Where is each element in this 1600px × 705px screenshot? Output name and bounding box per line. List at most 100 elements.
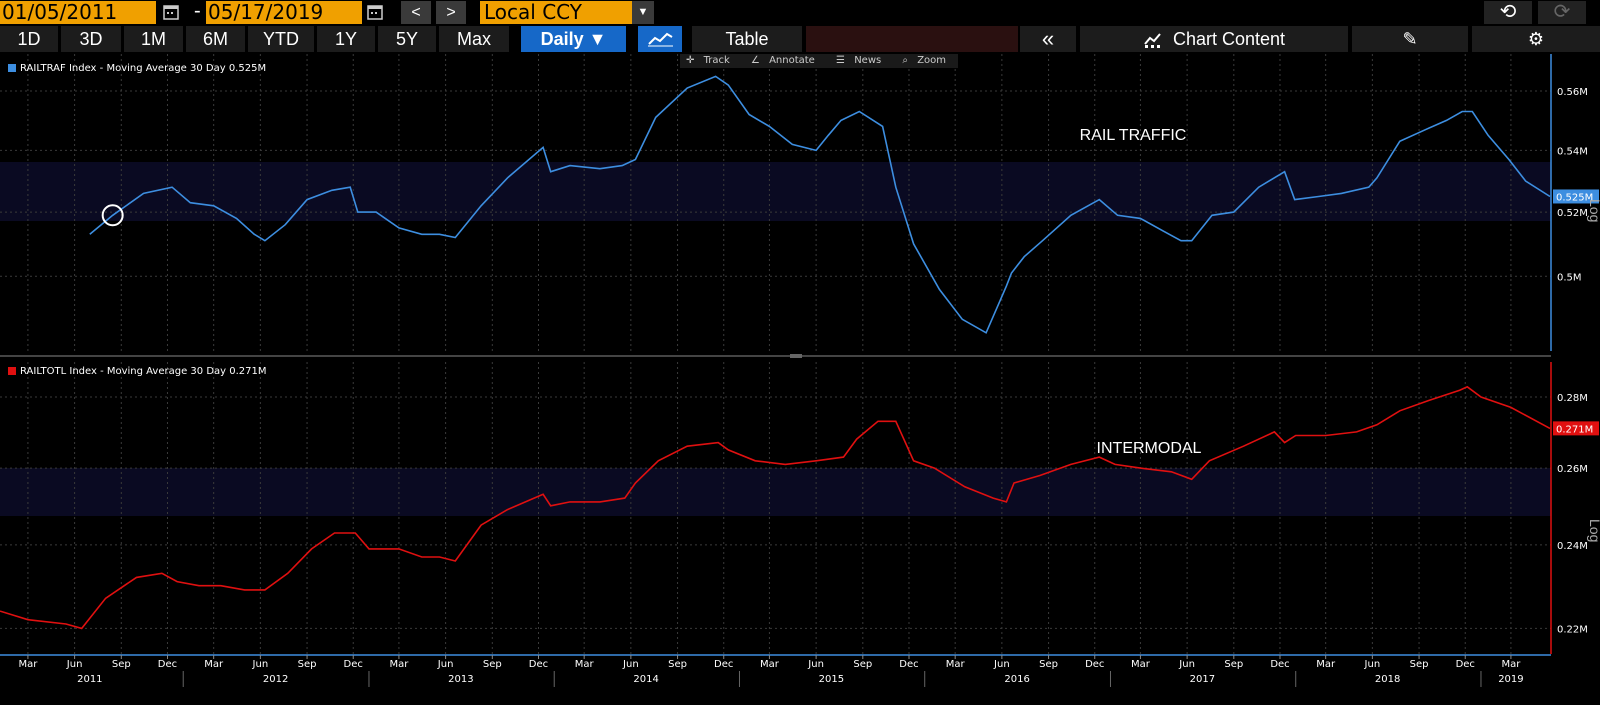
line-chart-icon[interactable] — [638, 26, 682, 52]
x-month-label: Jun — [1178, 659, 1195, 670]
x-month-label: Sep — [1039, 659, 1058, 670]
y-tick-label: 0.56M — [1557, 87, 1588, 98]
x-year-label: 2012 — [263, 674, 288, 685]
chart-toolbar: 1D 3D 1M 6M YTD 1Y 5Y Max Daily ▼ Table … — [0, 26, 1600, 53]
x-month-label: Dec — [714, 659, 733, 670]
annotate-tool[interactable]: ∠ Annotate — [750, 55, 815, 66]
track-tool[interactable]: ✛ Track — [686, 55, 730, 66]
undo-icon[interactable]: ⟲ — [1484, 1, 1532, 24]
series-line — [0, 385, 1551, 630]
x-year-label: 2019 — [1498, 674, 1523, 685]
settings-gear-icon[interactable]: ⚙ — [1472, 26, 1600, 52]
x-month-label: Jun — [807, 659, 824, 670]
bottom-legend: RAILTOTL Index - Moving Average 30 Day 0… — [8, 366, 267, 377]
last-value-tag — [1553, 421, 1599, 436]
x-month-label: Jun — [252, 659, 269, 670]
end-date-field[interactable]: 05/17/2019 — [206, 1, 362, 24]
start-date-field[interactable]: 01/05/2011 — [0, 1, 156, 24]
axis-mode-label: Log — [1587, 519, 1600, 542]
chart-content-icon — [1144, 33, 1161, 48]
x-month-label: Dec — [1085, 659, 1104, 670]
table-button[interactable]: Table — [692, 26, 802, 52]
x-month-label: Mar — [18, 659, 38, 670]
chart-svg[interactable]: 0.5M 0.52M 0.54M 0.56M 0.525M RAIL TRAFFIC Log… — [0, 54, 1600, 705]
calendar-icon[interactable] — [162, 3, 180, 21]
x-month-label: Sep — [483, 659, 502, 670]
series-annotation: INTERMODAL — [1097, 440, 1202, 457]
range-button-6m[interactable]: 6M — [186, 26, 245, 52]
x-year-label: 2014 — [633, 674, 658, 685]
x-month-label: Mar — [1501, 659, 1521, 670]
edit-icon[interactable]: ✎ — [1352, 26, 1468, 52]
x-month-label: Jun — [622, 659, 639, 670]
range-button-1y[interactable]: 1Y — [317, 26, 375, 52]
x-year-label: 2011 — [77, 674, 102, 685]
currency-select[interactable]: Local CCY — [480, 1, 632, 24]
x-month-label: Sep — [668, 659, 687, 670]
range-button-ytd[interactable]: YTD — [248, 26, 314, 52]
x-month-label: Dec — [899, 659, 918, 670]
x-month-label: Dec — [529, 659, 548, 670]
series-line — [89, 75, 1551, 334]
frequency-dropdown[interactable]: Daily ▼ — [521, 26, 626, 52]
x-month-label: Mar — [946, 659, 966, 670]
x-month-label: Sep — [1224, 659, 1243, 670]
range-button-1m[interactable]: 1M — [124, 26, 183, 52]
top-legend: RAILTRAF Index - Moving Average 30 Day 0… — [8, 63, 266, 74]
chart-content-label: Chart Content — [1172, 29, 1286, 49]
tracker-circle — [101, 204, 124, 227]
y-tick-label: 0.52M — [1557, 208, 1588, 219]
y-tick-label: 0.26M — [1557, 464, 1588, 475]
series-annotation: RAIL TRAFFIC — [1080, 127, 1187, 144]
legend-swatch-railtraf — [8, 64, 16, 72]
chart-area[interactable]: 0.5M 0.52M 0.54M 0.56M 0.525M RAIL TRAFFIC Log… — [0, 54, 1600, 705]
x-month-label: Sep — [112, 659, 131, 670]
chart-background — [0, 54, 1600, 705]
x-year-label: 2016 — [1004, 674, 1029, 685]
x-month-label: Mar — [575, 659, 595, 670]
range-button-5y[interactable]: 5Y — [378, 26, 436, 52]
next-period-button[interactable]: > — [436, 1, 466, 24]
news-tool[interactable]: ☰ News — [836, 55, 882, 66]
x-month-label: Mar — [389, 659, 409, 670]
last-value-tag — [1553, 189, 1599, 204]
highlight-band — [0, 468, 1551, 516]
x-month-label: Mar — [760, 659, 780, 670]
x-month-label: Sep — [298, 659, 317, 670]
y-tick-label: 0.5M — [1557, 272, 1582, 283]
x-month-label: Sep — [853, 659, 872, 670]
x-month-label: Mar — [204, 659, 224, 670]
zoom-tool-label: Zoom — [917, 55, 947, 66]
chart-content-button[interactable]: Chart Content — [1080, 26, 1348, 52]
range-button-max[interactable]: Max — [439, 26, 509, 52]
chevron-down-icon[interactable]: ▼ — [632, 1, 654, 24]
y-tick-label: 0.22M — [1557, 624, 1588, 635]
legend-swatch-railtotl — [8, 367, 16, 375]
x-month-label: Jun — [993, 659, 1010, 670]
x-month-label: Dec — [1270, 659, 1289, 670]
zoom-tool[interactable]: ⌕ Zoom — [902, 55, 947, 66]
panel-splitter-handle — [790, 354, 802, 358]
legend-label-railtotl: RAILTOTL Index - Moving Average 30 Day 0… — [20, 366, 267, 377]
chart-tools-strip: ✛ Track ∠ Annotate ☰ News ⌕ Zoom — [680, 54, 959, 68]
x-month-label: Mar — [1316, 659, 1336, 670]
toolbar-spacer — [806, 26, 1018, 52]
y-tick-label: 0.24M — [1557, 541, 1588, 552]
news-tool-label: News — [854, 55, 882, 66]
redo-icon[interactable]: ⟳ — [1538, 1, 1586, 24]
y-tick-label: 0.28M — [1557, 393, 1588, 404]
x-month-label: Sep — [1410, 659, 1429, 670]
axis-mode-label: Log — [1587, 199, 1600, 222]
range-button-3d[interactable]: 3D — [61, 26, 121, 52]
annotate-tool-label: Annotate — [769, 55, 815, 66]
y-tick-label: 0.54M — [1557, 146, 1588, 157]
date-separator: - — [194, 0, 201, 22]
prev-period-button[interactable]: < — [401, 1, 431, 24]
calendar-icon[interactable] — [366, 3, 384, 21]
last-value-label: 0.525M — [1556, 192, 1593, 203]
range-button-1d[interactable]: 1D — [0, 26, 58, 52]
collapse-icon[interactable]: « — [1020, 26, 1076, 52]
last-value-label: 0.271M — [1556, 424, 1593, 435]
x-month-label: Dec — [1456, 659, 1475, 670]
x-month-label: Dec — [344, 659, 363, 670]
